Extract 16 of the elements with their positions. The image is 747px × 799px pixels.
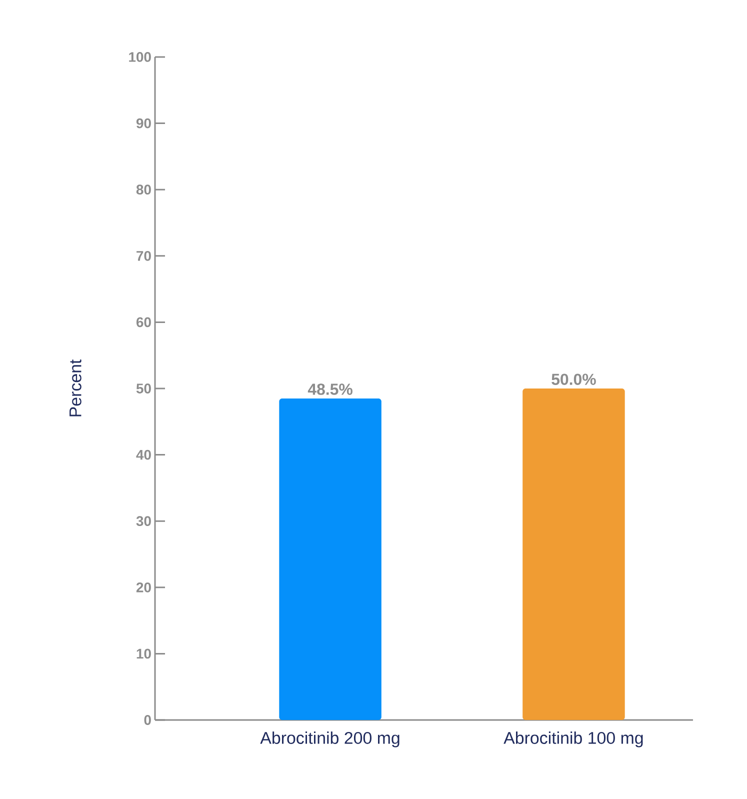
data-label: 50.0% xyxy=(552,374,596,385)
y-tick-label: 0 xyxy=(144,715,151,725)
y-tick-label: 100 xyxy=(129,52,151,62)
data-label: 48.5% xyxy=(308,384,352,395)
x-tick-label: Abrocitinib 100 mg xyxy=(504,732,643,748)
y-tick-label: 30 xyxy=(136,516,151,526)
y-tick-label: 60 xyxy=(136,317,151,328)
y-tick-label: 70 xyxy=(136,250,151,261)
y-tick-label: 50 xyxy=(136,384,151,394)
x-tick-label: Abrocitinib 200 mg xyxy=(260,732,400,748)
y-tick-label: 80 xyxy=(136,184,151,195)
y-axis-title: Percent xyxy=(70,359,82,416)
y-tick-label: 10 xyxy=(136,648,151,659)
y-tick-label: 40 xyxy=(136,450,151,460)
y-tick-label: 90 xyxy=(136,118,151,128)
y-tick-label: 20 xyxy=(136,582,151,592)
